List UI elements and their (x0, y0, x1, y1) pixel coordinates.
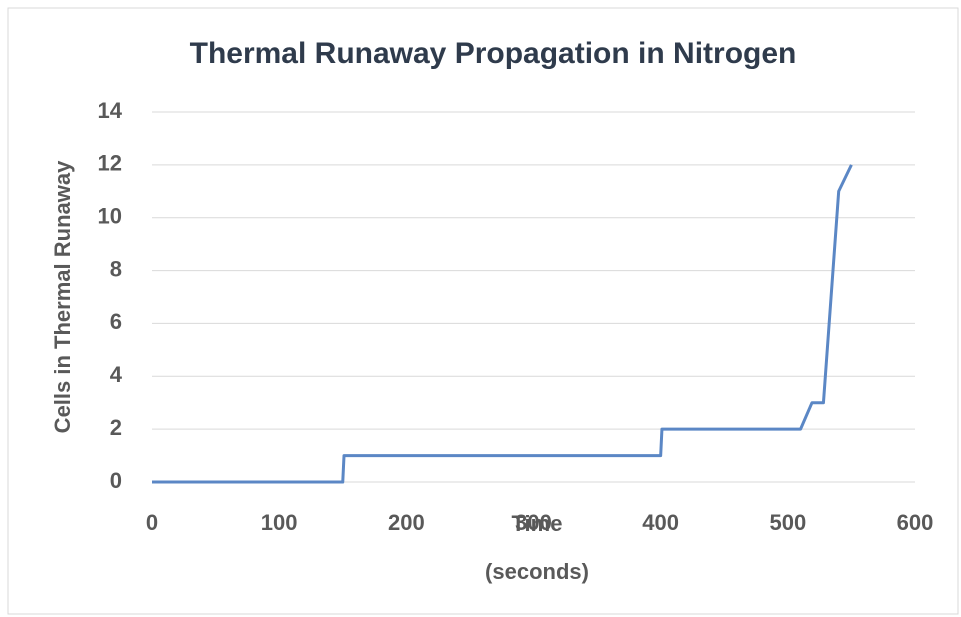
y-tick-label: 4 (110, 362, 123, 387)
y-tick-label: 6 (110, 309, 122, 334)
x-tick-label: 0 (146, 510, 158, 535)
y-tick-label: 8 (110, 256, 122, 281)
x-tick-label: 300 (515, 510, 552, 535)
x-axis-title-box: Time (seconds) (485, 511, 589, 584)
y-tick-label: 14 (98, 98, 123, 123)
x-tick-label: 500 (769, 510, 806, 535)
y-tick-label: 0 (110, 468, 122, 493)
y-tick-label: 10 (98, 204, 122, 229)
chart-title: Thermal Runaway Propagation in Nitrogen (190, 37, 797, 70)
x-tick-label: 200 (388, 510, 425, 535)
data-line (152, 164, 853, 484)
chart-border (7, 7, 959, 615)
x-tick-label: 100 (261, 510, 298, 535)
y-tick-label: 12 (98, 151, 122, 176)
y-axis-title: Cells in Thermal Runaway (50, 160, 75, 433)
x-axis-title: Time (seconds) (485, 511, 589, 584)
x-tick-label: 600 (897, 510, 934, 535)
y-tick-label: 2 (110, 415, 122, 440)
x-tick-label: 400 (642, 510, 679, 535)
